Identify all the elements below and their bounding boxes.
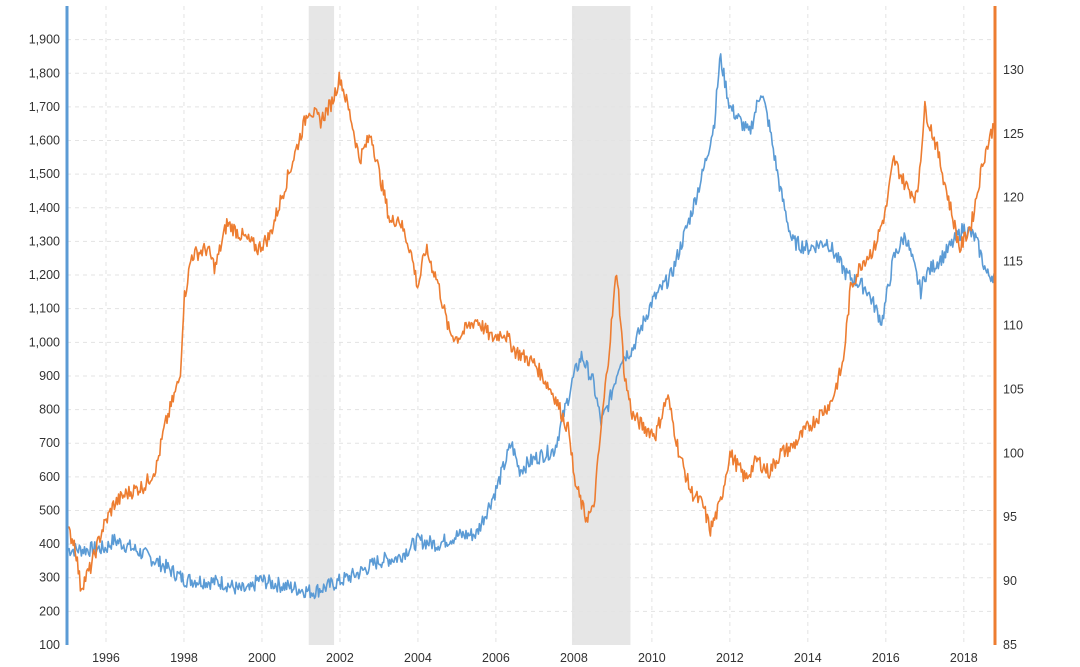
y-left-tick-label: 1,400 xyxy=(29,201,60,215)
y-left-tick-label: 1,900 xyxy=(29,33,60,47)
y-right-tick-label: 85 xyxy=(1003,638,1017,652)
y-right-tick-label: 125 xyxy=(1003,127,1024,141)
x-tick-label: 2006 xyxy=(482,651,510,665)
y-right-tick-label: 120 xyxy=(1003,191,1024,205)
y-left-tick-label: 1,800 xyxy=(29,66,60,80)
series-lines xyxy=(66,53,996,600)
y-right-tick-label: 105 xyxy=(1003,382,1024,396)
series-line-1 xyxy=(66,53,996,600)
y-left-tick-label: 1,000 xyxy=(29,335,60,349)
x-tick-label: 1996 xyxy=(92,651,120,665)
y-right-tick-label: 130 xyxy=(1003,63,1024,77)
x-tick-label: 1998 xyxy=(170,651,198,665)
y-left-tick-label: 500 xyxy=(39,503,60,517)
x-tick-label: 2018 xyxy=(950,651,978,665)
y-left-tick-label: 1,500 xyxy=(29,167,60,181)
x-tick-label: 2012 xyxy=(716,651,744,665)
y-left-tick-label: 600 xyxy=(39,470,60,484)
y-right-tick-label: 100 xyxy=(1003,446,1024,460)
left-axis-tick-labels: 100 200 300 400 500 600 700 800 900 1,000 1,100 1,2… xyxy=(29,33,60,652)
x-tick-label: 2016 xyxy=(872,651,900,665)
x-tick-label: 2010 xyxy=(638,651,666,665)
x-tick-label: 2008 xyxy=(560,651,588,665)
recession-band-1 xyxy=(308,6,335,645)
x-tick-label: 2000 xyxy=(248,651,276,665)
y-left-tick-label: 1,100 xyxy=(29,302,60,316)
y-left-tick-label: 700 xyxy=(39,436,60,450)
grid xyxy=(67,6,995,645)
series-line-2 xyxy=(66,71,996,592)
y-left-tick-label: 900 xyxy=(39,369,60,383)
y-left-tick-label: 1,300 xyxy=(29,234,60,248)
right-axis-tick-labels: 85 90 95 100 105 110 115 120 125 130 xyxy=(1003,63,1024,652)
y-left-tick-label: 1,200 xyxy=(29,268,60,282)
y-right-tick-label: 95 xyxy=(1003,510,1017,524)
y-right-tick-label: 90 xyxy=(1003,574,1017,588)
y-left-tick-label: 800 xyxy=(39,403,60,417)
y-left-tick-label: 100 xyxy=(39,638,60,652)
y-right-tick-label: 115 xyxy=(1003,255,1023,269)
x-tick-label: 2002 xyxy=(326,651,354,665)
y-left-tick-label: 1,600 xyxy=(29,134,60,148)
x-tick-label: 2004 xyxy=(404,651,432,665)
y-left-tick-label: 300 xyxy=(39,571,60,585)
x-axis-tick-labels: 1996 1998 2000 2002 2004 2006 2008 2010 2012 2014… xyxy=(92,651,978,665)
y-right-tick-label: 110 xyxy=(1003,319,1023,333)
x-tick-label: 2014 xyxy=(794,651,822,665)
y-left-tick-label: 200 xyxy=(39,604,60,618)
y-left-tick-label: 400 xyxy=(39,537,60,551)
y-left-tick-label: 1,700 xyxy=(29,100,60,114)
